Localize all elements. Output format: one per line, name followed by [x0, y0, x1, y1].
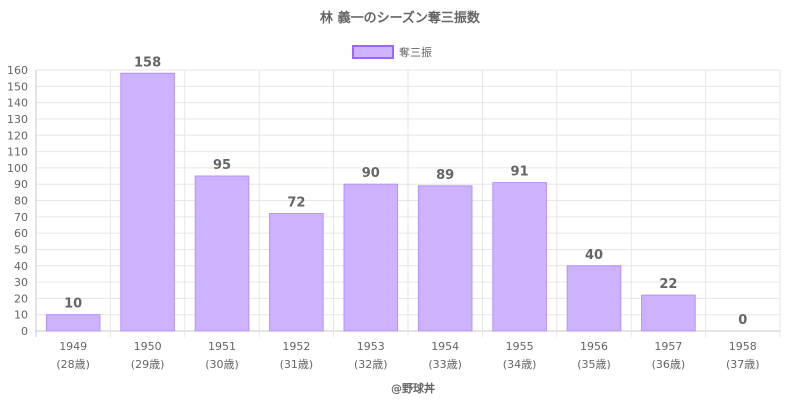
y-tick-label: 80 [14, 195, 28, 208]
x-tick-sublabel: (32歳) [354, 358, 388, 371]
x-tick-sublabel: (34歳) [503, 358, 537, 371]
y-tick-label: 50 [14, 243, 28, 256]
data-label-1958: 0 [738, 313, 747, 328]
y-axis-ticks: 0 10 20 30 40 50 60 70 80 90 100 110 120 130 140 150 160 [7, 64, 28, 338]
x-tick-sublabel: (37歳) [726, 358, 760, 371]
y-tick-label: 100 [7, 162, 28, 175]
data-label-1950: 158 [134, 55, 161, 70]
y-tick-label: 40 [14, 260, 28, 273]
legend-label: 奪三振 [399, 45, 432, 59]
bar-1952[interactable] [269, 213, 324, 332]
bar-1953[interactable] [343, 183, 399, 332]
bar-1954[interactable] [417, 185, 473, 332]
data-label-1956: 40 [585, 248, 603, 263]
x-tick-label: 1956 [580, 340, 608, 353]
bar-1957[interactable] [641, 294, 696, 332]
x-tick-sublabel: (29歳) [131, 358, 165, 371]
x-tick-sublabel: (28歳) [56, 358, 90, 371]
y-tick-label: 110 [7, 146, 28, 159]
x-tick-sublabel: (33歳) [428, 358, 462, 371]
x-tick-label: 1954 [431, 340, 459, 353]
data-label-1954: 89 [436, 168, 454, 183]
y-tick-label: 90 [14, 178, 28, 191]
bar-1951[interactable] [194, 175, 250, 332]
y-tick-label: 120 [7, 129, 28, 142]
bar-1956[interactable] [566, 265, 622, 332]
credit-text: @野球丼 [391, 381, 435, 395]
bars [45, 72, 696, 332]
data-labels: 10 158 95 72 90 89 91 40 22 0 [64, 55, 747, 328]
x-tick-sublabel: (36歳) [652, 358, 686, 371]
x-tick-label: 1955 [506, 340, 534, 353]
x-tick-label: 1952 [282, 340, 310, 353]
bar-1949[interactable] [45, 314, 101, 332]
y-tick-label: 70 [14, 211, 28, 224]
y-tick-label: 160 [7, 64, 28, 77]
data-label-1953: 90 [362, 166, 380, 181]
chart-title: 林 義一のシーズン奪三振数 [320, 10, 481, 26]
y-tick-label: 140 [7, 97, 28, 110]
x-tick-label: 1949 [59, 340, 87, 353]
legend[interactable]: 奪三振 [352, 45, 432, 59]
x-tick-label: 1951 [208, 340, 236, 353]
y-tick-label: 20 [14, 292, 28, 305]
data-label-1949: 10 [64, 297, 82, 312]
y-tick-label: 130 [7, 113, 28, 126]
x-tick-label: 1958 [729, 340, 757, 353]
data-label-1955: 91 [511, 165, 529, 180]
y-tick-label: 150 [7, 80, 28, 93]
bar-1955[interactable] [492, 182, 547, 332]
data-label-1951: 95 [213, 158, 231, 173]
y-tick-label: 30 [14, 276, 28, 289]
bar-1950[interactable] [120, 72, 175, 332]
x-axis-ticks: 1949 (28歳) 1950 (29歳) 1951 (30歳) 1952 (31歳) 1953… [56, 340, 759, 371]
y-tick-label: 60 [14, 227, 28, 240]
x-tick-sublabel: (31歳) [280, 358, 314, 371]
x-tick-sublabel: (30歳) [205, 358, 239, 371]
y-tick-label: 0 [21, 325, 28, 338]
legend-swatch [352, 45, 394, 59]
x-tick-sublabel: (35歳) [577, 358, 611, 371]
data-label-1957: 22 [659, 277, 677, 292]
x-tick-label: 1957 [654, 340, 682, 353]
x-tick-label: 1953 [357, 340, 385, 353]
y-tick-label: 10 [14, 309, 28, 322]
x-tick-label: 1950 [134, 340, 162, 353]
data-label-1952: 72 [287, 196, 305, 211]
